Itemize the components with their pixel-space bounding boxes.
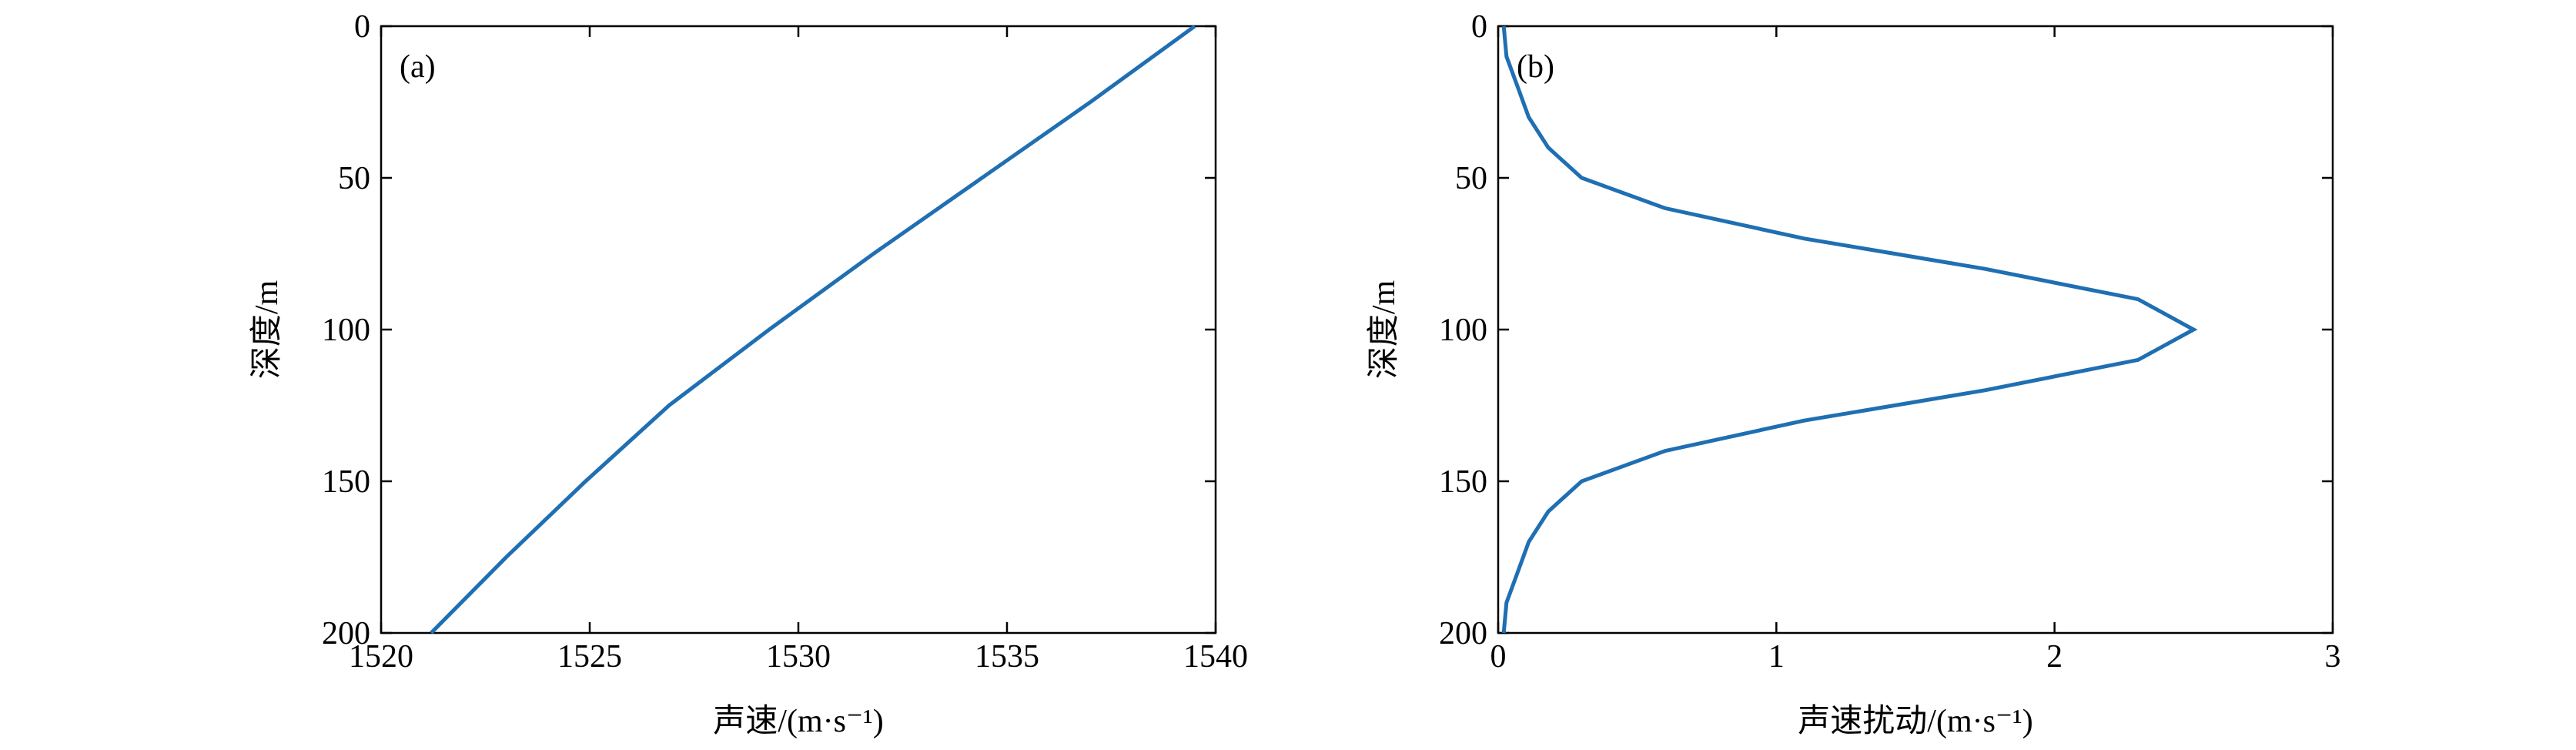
panel-label: (a): [400, 49, 436, 85]
y-tick-label: 0: [354, 9, 370, 45]
y-tick-label: 100: [322, 313, 370, 348]
y-tick-label: 150: [1439, 464, 1487, 500]
plot-frame: [1497, 25, 2334, 634]
y-tick-label: 150: [322, 464, 370, 500]
x-axis-label: 声速/(m·s⁻¹): [713, 704, 883, 739]
x-tick-label: 1540: [1183, 639, 1248, 675]
y-axis-label: 深度/m: [1367, 280, 1402, 380]
x-tick-label: 3: [2325, 639, 2341, 675]
y-tick-label: 100: [1439, 313, 1487, 348]
data-line: [430, 24, 1196, 634]
x-tick-label: 1520: [349, 639, 413, 675]
y-tick-label: 50: [1455, 161, 1487, 196]
x-axis-label: 声速扰动/(m·s⁻¹): [1798, 704, 2032, 739]
x-tick-label: 1530: [766, 639, 831, 675]
x-tick-label: 0: [1490, 639, 1507, 675]
x-tick-label: 2: [2046, 639, 2062, 675]
y-tick-label: 0: [1471, 9, 1487, 45]
x-tick-label: 1525: [557, 639, 622, 675]
data-line: [1501, 25, 2198, 634]
y-axis-label: 深度/m: [249, 280, 285, 380]
panel-label: (b): [1517, 49, 1554, 85]
y-tick-label: 50: [338, 161, 370, 196]
x-tick-label: 1: [1768, 639, 1785, 675]
plot-frame: [380, 25, 1217, 634]
y-tick-label: 200: [1439, 616, 1487, 651]
y-tick-label: 200: [322, 616, 370, 651]
x-tick-label: 1535: [975, 639, 1039, 675]
